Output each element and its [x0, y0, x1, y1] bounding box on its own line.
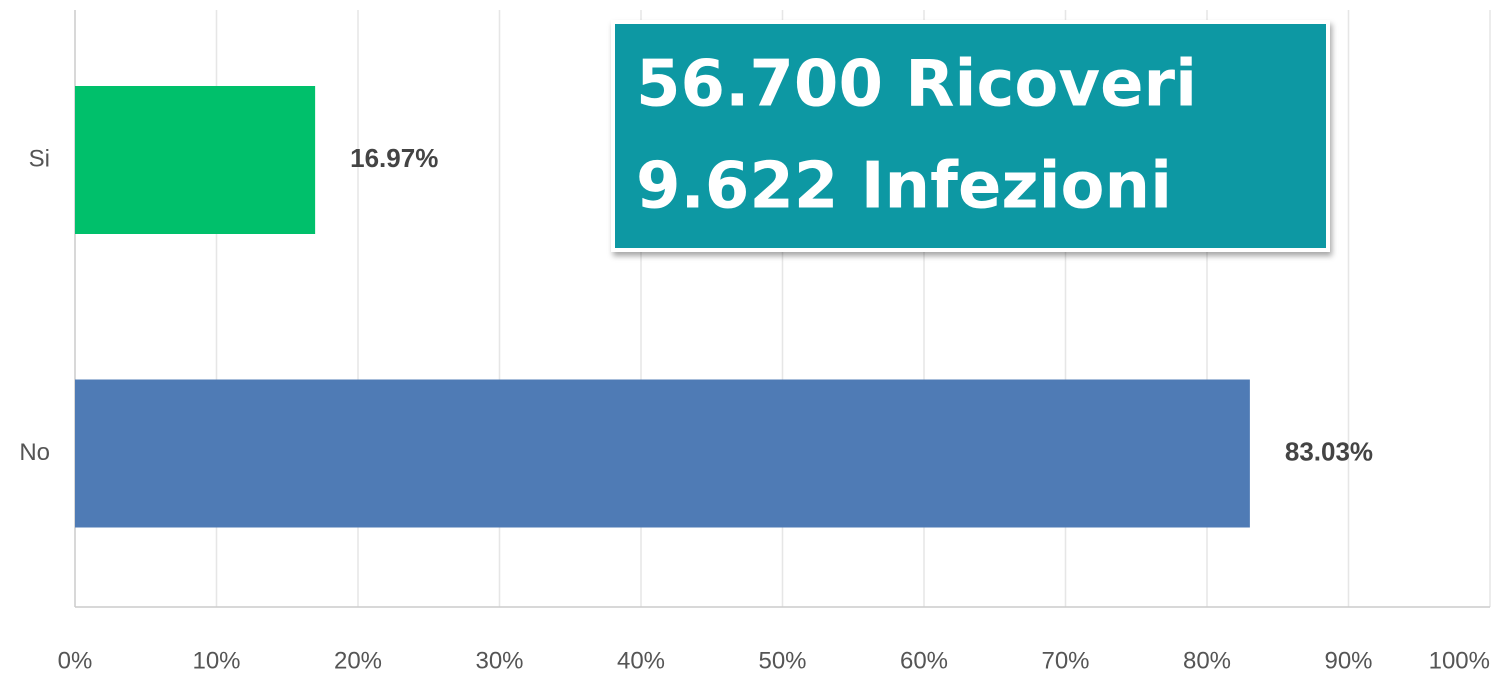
- bar: [75, 86, 316, 234]
- x-tick-label: 70%: [1041, 647, 1089, 674]
- x-tick-label: 10%: [192, 647, 240, 674]
- x-tick-label: 40%: [617, 647, 665, 674]
- x-tick-label: 60%: [900, 647, 948, 674]
- y-tick-label: Si: [29, 145, 50, 172]
- x-tick-label: 20%: [334, 647, 382, 674]
- bar: [75, 379, 1250, 528]
- value-label: 83.03%: [1285, 436, 1373, 466]
- annotation: 56.700 Ricoveri: [636, 48, 1197, 122]
- x-tick-label: 50%: [758, 647, 806, 674]
- x-tick-label: 80%: [1183, 647, 1231, 674]
- x-tick-label: 100%: [1429, 647, 1490, 674]
- annotation: 9.622 Infezioni: [636, 150, 1172, 224]
- annotation-box: [611, 20, 1330, 252]
- value-label: 16.97%: [350, 143, 438, 173]
- y-tick-label: No: [19, 439, 50, 466]
- x-tick-label: 0%: [58, 647, 93, 674]
- x-tick-label: 90%: [1324, 647, 1372, 674]
- x-tick-label: 30%: [475, 647, 523, 674]
